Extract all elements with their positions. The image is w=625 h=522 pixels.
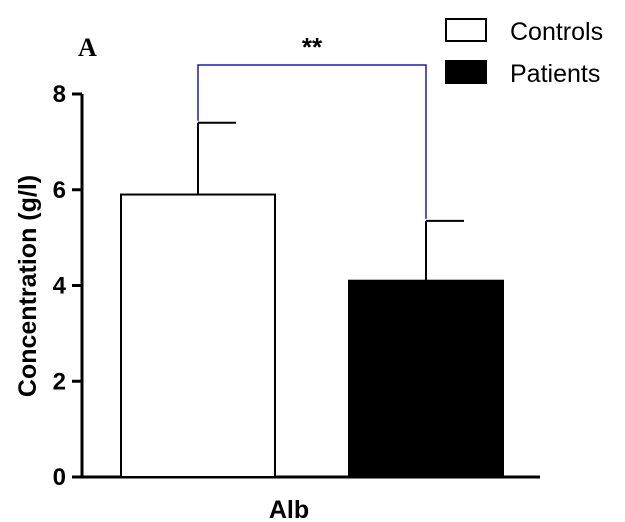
legend-label-controls: Controls — [510, 18, 603, 46]
legend: Controls Patients — [445, 18, 603, 88]
y-axis-label: Concentration (g/l) — [14, 175, 42, 397]
y-tick-label: 0 — [53, 464, 66, 491]
y-tick-label: 2 — [53, 368, 66, 395]
panel-label: A — [78, 33, 97, 62]
y-tick-label: 8 — [53, 81, 66, 108]
x-axis-label: Alb — [269, 496, 309, 522]
significance-label: ** — [302, 32, 323, 62]
bar-patients — [348, 279, 504, 478]
legend-swatch-patients — [445, 60, 487, 84]
y-tick-label: 4 — [53, 273, 67, 300]
significance-bracket — [197, 64, 427, 219]
legend-swatch-controls — [445, 18, 487, 42]
plot-area: 0 2 4 6 8 ** — [53, 32, 540, 491]
y-tick-label: 6 — [53, 177, 66, 204]
bar-controls — [120, 193, 276, 478]
legend-label-patients: Patients — [510, 60, 600, 88]
